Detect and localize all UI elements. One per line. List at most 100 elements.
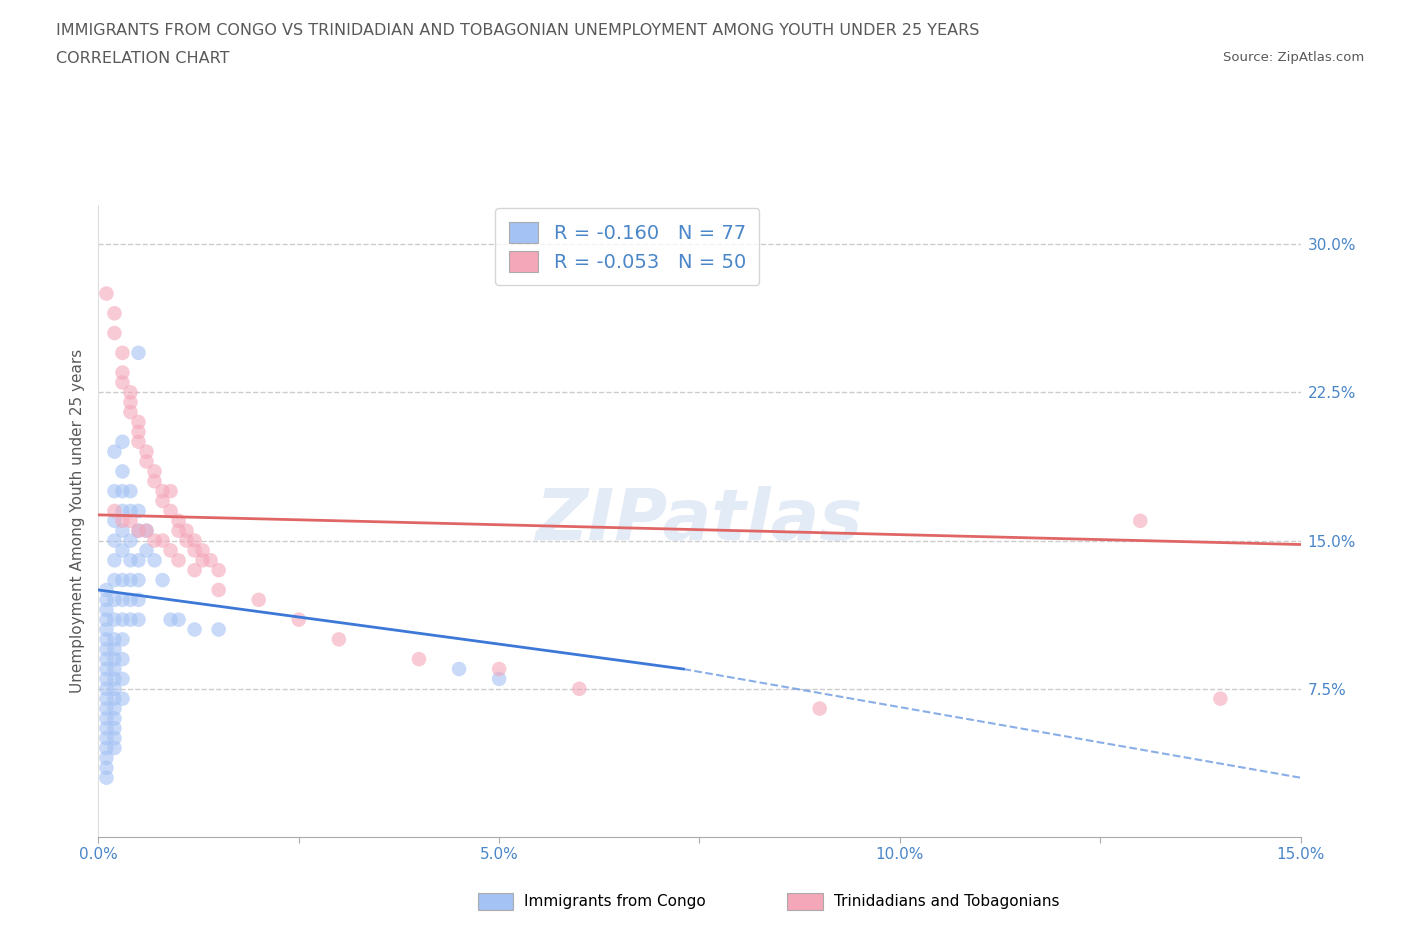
Point xyxy=(120,405,142,419)
Point xyxy=(120,513,142,528)
Point xyxy=(128,524,150,538)
Point xyxy=(143,533,166,548)
Point xyxy=(103,671,125,686)
Point xyxy=(111,592,134,607)
Point xyxy=(120,612,142,627)
Point xyxy=(103,691,125,706)
Point xyxy=(96,612,118,627)
Point xyxy=(96,582,118,597)
Point xyxy=(96,286,118,301)
Point xyxy=(808,701,831,716)
Point xyxy=(103,573,125,588)
Point xyxy=(408,652,430,667)
Point xyxy=(128,415,150,430)
Point xyxy=(103,503,125,518)
Point xyxy=(96,731,118,746)
Point xyxy=(96,642,118,657)
Point xyxy=(120,484,142,498)
Point xyxy=(103,484,125,498)
Point xyxy=(128,592,150,607)
Point xyxy=(111,375,134,390)
Point xyxy=(128,573,150,588)
Point xyxy=(103,721,125,736)
Point xyxy=(159,484,181,498)
Point xyxy=(111,365,134,380)
Point xyxy=(103,740,125,755)
Point xyxy=(120,573,142,588)
Point xyxy=(167,552,190,567)
Point xyxy=(159,503,181,518)
Point xyxy=(103,731,125,746)
Point xyxy=(152,494,174,509)
Point xyxy=(103,612,125,627)
Point xyxy=(1209,691,1232,706)
Point xyxy=(152,533,174,548)
Point xyxy=(96,761,118,776)
Point xyxy=(120,592,142,607)
Point xyxy=(152,573,174,588)
Point xyxy=(103,642,125,657)
Point xyxy=(96,603,118,618)
Point xyxy=(96,711,118,726)
Point xyxy=(96,691,118,706)
Text: Immigrants from Congo: Immigrants from Congo xyxy=(524,894,706,909)
Point xyxy=(488,671,510,686)
Point xyxy=(103,552,125,567)
Point xyxy=(111,691,134,706)
Point xyxy=(183,563,205,578)
Point xyxy=(103,533,125,548)
Text: IMMIGRANTS FROM CONGO VS TRINIDADIAN AND TOBAGONIAN UNEMPLOYMENT AMONG YOUTH UND: IMMIGRANTS FROM CONGO VS TRINIDADIAN AND… xyxy=(56,23,980,38)
Point xyxy=(120,533,142,548)
Point xyxy=(111,652,134,667)
Text: ZIPatlas: ZIPatlas xyxy=(536,486,863,555)
Point xyxy=(111,464,134,479)
Point xyxy=(176,524,198,538)
Point xyxy=(135,454,157,469)
Point xyxy=(1129,513,1152,528)
Point xyxy=(103,326,125,340)
Point xyxy=(96,652,118,667)
Point xyxy=(96,770,118,785)
Point xyxy=(128,552,150,567)
Point xyxy=(103,652,125,667)
Point xyxy=(167,612,190,627)
Point xyxy=(103,701,125,716)
Text: CORRELATION CHART: CORRELATION CHART xyxy=(56,51,229,66)
Text: Trinidadians and Tobagonians: Trinidadians and Tobagonians xyxy=(834,894,1059,909)
Point xyxy=(128,345,150,360)
Point xyxy=(191,543,214,558)
Text: Source: ZipAtlas.com: Source: ZipAtlas.com xyxy=(1223,51,1364,64)
Point xyxy=(247,592,270,607)
Point xyxy=(103,306,125,321)
Legend: R = -0.160   N = 77, R = -0.053   N = 50: R = -0.160 N = 77, R = -0.053 N = 50 xyxy=(495,208,759,286)
Point xyxy=(111,632,134,647)
Point xyxy=(120,395,142,410)
Point xyxy=(111,345,134,360)
Point xyxy=(135,524,157,538)
Point xyxy=(288,612,311,627)
Point xyxy=(111,573,134,588)
Point xyxy=(111,484,134,498)
Point xyxy=(120,503,142,518)
Point xyxy=(103,682,125,697)
Point xyxy=(96,671,118,686)
Point xyxy=(159,543,181,558)
Point xyxy=(96,632,118,647)
Point xyxy=(120,552,142,567)
Point xyxy=(96,592,118,607)
Point xyxy=(120,385,142,400)
Point xyxy=(103,632,125,647)
Point xyxy=(143,474,166,489)
Point xyxy=(96,751,118,765)
Point xyxy=(103,711,125,726)
Point xyxy=(135,543,157,558)
Point xyxy=(111,524,134,538)
Point xyxy=(128,434,150,449)
Point xyxy=(135,445,157,459)
Point xyxy=(96,701,118,716)
Point xyxy=(111,543,134,558)
Point xyxy=(128,612,150,627)
Point xyxy=(128,524,150,538)
Point xyxy=(96,740,118,755)
Point xyxy=(103,513,125,528)
